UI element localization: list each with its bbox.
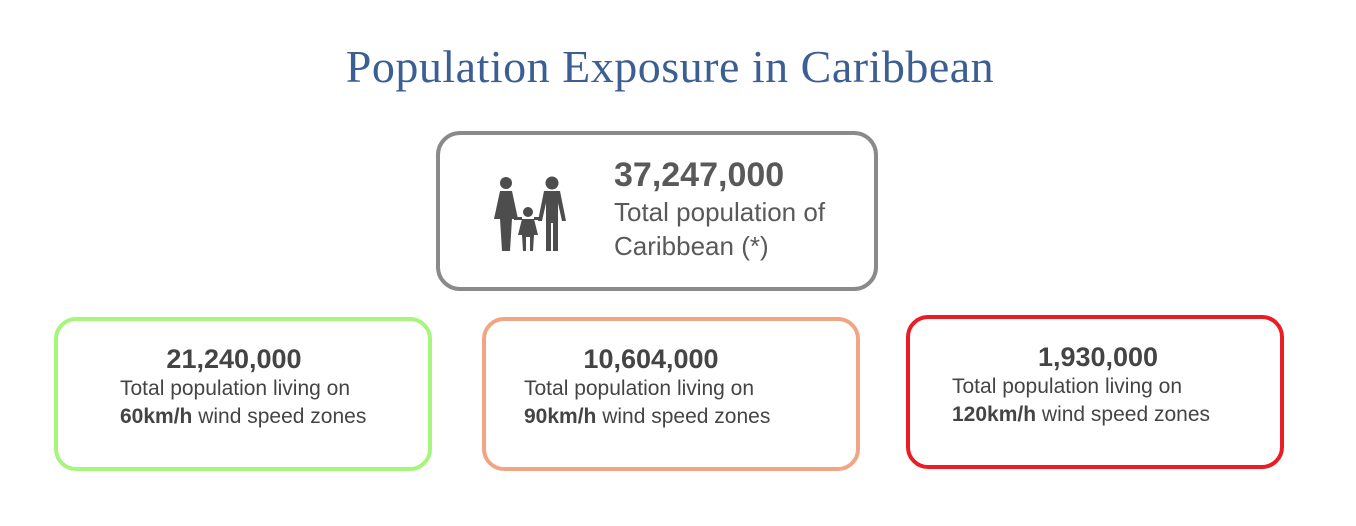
zone-60-label-line2: 60km/h wind speed zones <box>120 403 420 431</box>
page-title: Population Exposure in Caribbean <box>345 41 995 92</box>
total-population-label-line2: Caribbean (*) <box>614 231 769 261</box>
zone-120-label-line2: 120km/h wind speed zones <box>952 401 1252 429</box>
zone-120-label-line1: Total population living on <box>952 375 1182 398</box>
total-population-card: 37,247,000 Total population of Caribbean… <box>436 131 878 291</box>
zone-60-speed: 60km/h <box>120 405 193 428</box>
zone-90-speed: 90km/h <box>524 405 597 428</box>
zone-120-card: 1,930,000 Total population living on 120… <box>906 315 1284 469</box>
zone-120-suffix: wind speed zones <box>1036 403 1211 426</box>
total-population-label-line1: Total population of <box>614 197 826 227</box>
zone-90-value: 10,604,000 <box>583 344 719 374</box>
zone-60-label-line1: Total population living on <box>120 377 350 400</box>
zone-90-label-line1: Total population living on <box>524 377 754 400</box>
zone-60-card: 21,240,000 Total population living on 60… <box>54 317 432 471</box>
zone-60-suffix: wind speed zones <box>192 405 367 428</box>
zone-120-speed: 120km/h <box>952 403 1037 426</box>
zone-60-value: 21,240,000 <box>166 344 302 374</box>
family-icon <box>494 176 566 251</box>
zone-90-suffix: wind speed zones <box>596 405 771 428</box>
zone-120-value: 1,930,000 <box>1037 342 1159 372</box>
zone-90-card: 10,604,000 Total population living on 90… <box>482 317 860 471</box>
zone-90-label-line2: 90km/h wind speed zones <box>524 403 824 431</box>
total-population-value: 37,247,000 <box>614 156 785 194</box>
